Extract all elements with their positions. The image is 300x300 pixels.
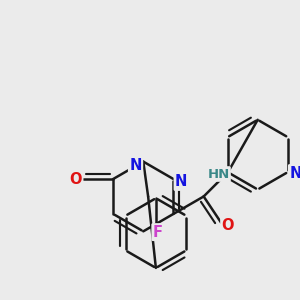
- Text: O: O: [70, 172, 82, 187]
- Text: N: N: [129, 158, 142, 173]
- Text: O: O: [222, 218, 234, 233]
- Text: HN: HN: [207, 167, 230, 181]
- Text: N: N: [175, 175, 188, 190]
- Text: N: N: [290, 166, 300, 181]
- Text: F: F: [153, 225, 163, 240]
